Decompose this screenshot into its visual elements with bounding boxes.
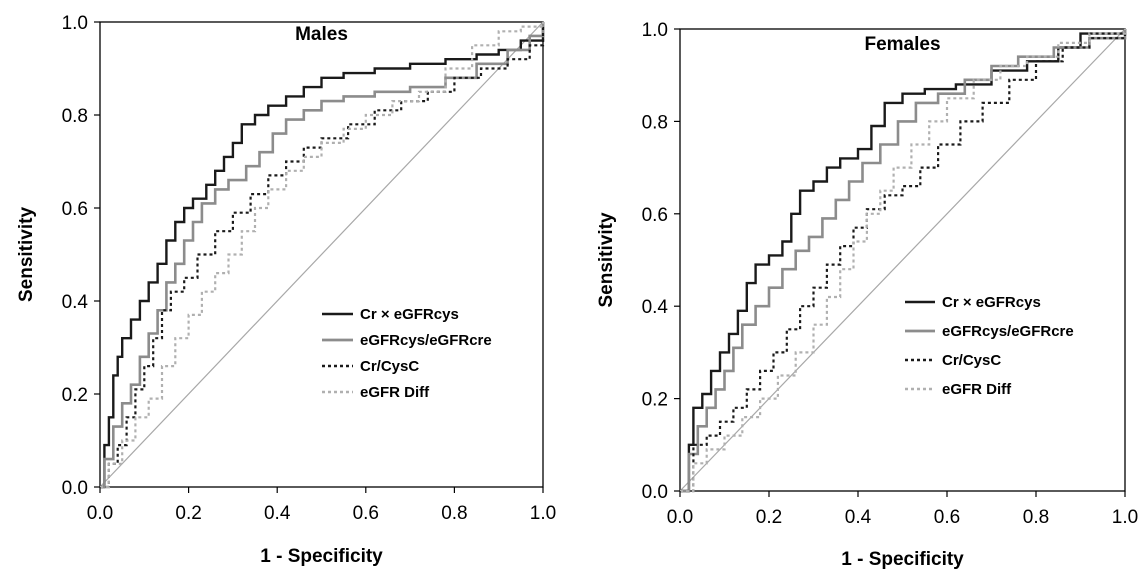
y-axis-title: Sensitivity <box>596 212 617 307</box>
series-line-1 <box>100 22 545 489</box>
legend-label-1: Cr × eGFRcys <box>360 306 459 323</box>
x-tick-label: 0.0 <box>667 507 693 528</box>
y-tick-label: 0.2 <box>62 385 88 406</box>
legend: Cr × eGFRcys eGFRcys/eGFRcre Cr/CysC eGFR D… <box>322 306 492 401</box>
x-axis-title: 1 - Specificity <box>841 549 964 570</box>
series-line-3 <box>100 22 545 489</box>
plot-frame <box>679 28 1126 492</box>
females-roc-chart: 0.0 0.2 0.4 0.6 0.8 1.0 0.0 0.2 0.4 0.6 0.8 1.0 1 - … <box>596 20 1138 570</box>
y-tick-label: 0.0 <box>642 482 668 503</box>
x-tick-label: 0.4 <box>264 503 291 524</box>
y-tick-label: 1.0 <box>642 20 668 41</box>
x-tick-label: 0.0 <box>87 503 113 524</box>
y-tick-label: 0.6 <box>642 205 668 226</box>
males-roc-chart: 0.0 0.2 0.4 0.6 0.8 1.0 0.0 0.2 0.4 0.6 0.8 1.0 1 - … <box>16 13 556 567</box>
x-tick-label: 0.8 <box>441 503 467 524</box>
x-tick-label: 1.0 <box>1112 507 1138 528</box>
y-tick-label: 0.6 <box>62 199 88 220</box>
y-tick-label: 0.0 <box>62 478 88 499</box>
legend-label-2: eGFRcys/eGFRcre <box>942 323 1074 340</box>
x-tick-label: 0.2 <box>756 507 782 528</box>
x-tick-label: 0.4 <box>845 507 872 528</box>
legend-label-4: eGFR Diff <box>942 381 1012 398</box>
series-line-1 <box>680 29 1127 493</box>
series-line-4 <box>100 22 545 489</box>
series-line-3 <box>680 29 1127 493</box>
x-tick-label: 0.8 <box>1023 507 1049 528</box>
panel-title: Males <box>295 24 348 45</box>
x-tick-label: 0.6 <box>934 507 960 528</box>
x-axis-title: 1 - Specificity <box>260 546 383 567</box>
x-tick-label: 0.6 <box>353 503 379 524</box>
y-tick-label: 0.4 <box>62 292 89 313</box>
plot-frame <box>99 21 544 488</box>
legend-label-4: eGFR Diff <box>360 384 430 401</box>
series-line-2 <box>100 22 545 489</box>
series-line-2 <box>680 29 1127 493</box>
y-tick-label: 0.2 <box>642 390 668 411</box>
reference-diagonal <box>679 28 1126 492</box>
y-tick-label: 0.8 <box>62 106 88 127</box>
legend-label-3: Cr/CysC <box>360 358 419 375</box>
x-tick-label: 1.0 <box>530 503 556 524</box>
x-tick-label: 0.2 <box>175 503 201 524</box>
y-tick-label: 0.8 <box>642 112 668 133</box>
legend: Cr × eGFRcys eGFRcys/eGFRcre Cr/CysC eGFR D… <box>905 294 1074 398</box>
legend-label-2: eGFRcys/eGFRcre <box>360 332 492 349</box>
y-tick-label: 0.4 <box>642 297 669 318</box>
reference-diagonal <box>99 21 544 488</box>
legend-label-3: Cr/CysC <box>942 352 1001 369</box>
y-tick-label: 1.0 <box>62 13 88 34</box>
panel-title: Females <box>864 34 940 55</box>
y-axis-title: Sensitivity <box>16 207 37 302</box>
legend-label-1: Cr × eGFRcys <box>942 294 1041 311</box>
